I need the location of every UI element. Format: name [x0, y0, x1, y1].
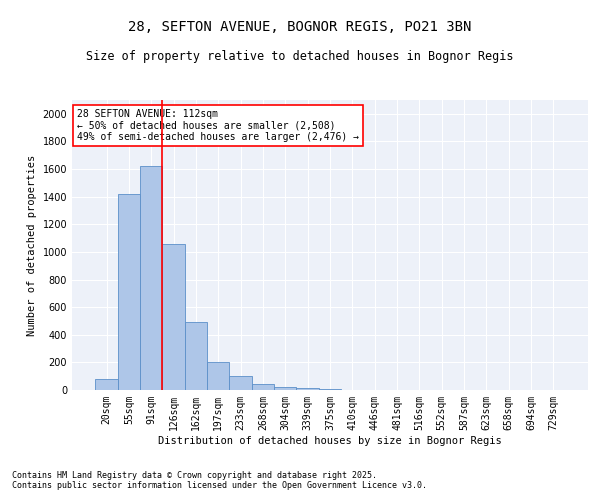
Text: 28, SEFTON AVENUE, BOGNOR REGIS, PO21 3BN: 28, SEFTON AVENUE, BOGNOR REGIS, PO21 3B… — [128, 20, 472, 34]
Bar — [229, 376, 252, 390]
Bar — [274, 387, 296, 390]
Text: Size of property relative to detached houses in Bognor Regis: Size of property relative to detached ho… — [86, 50, 514, 63]
Bar — [185, 322, 207, 390]
Text: Contains HM Land Registry data © Crown copyright and database right 2025.
Contai: Contains HM Land Registry data © Crown c… — [12, 470, 427, 490]
X-axis label: Distribution of detached houses by size in Bognor Regis: Distribution of detached houses by size … — [158, 436, 502, 446]
Bar — [207, 362, 229, 390]
Bar — [140, 166, 163, 390]
Y-axis label: Number of detached properties: Number of detached properties — [27, 154, 37, 336]
Bar — [95, 379, 118, 390]
Bar — [163, 244, 185, 390]
Bar — [296, 388, 319, 390]
Bar — [252, 384, 274, 390]
Text: 28 SEFTON AVENUE: 112sqm
← 50% of detached houses are smaller (2,508)
49% of sem: 28 SEFTON AVENUE: 112sqm ← 50% of detach… — [77, 108, 359, 142]
Bar — [118, 194, 140, 390]
